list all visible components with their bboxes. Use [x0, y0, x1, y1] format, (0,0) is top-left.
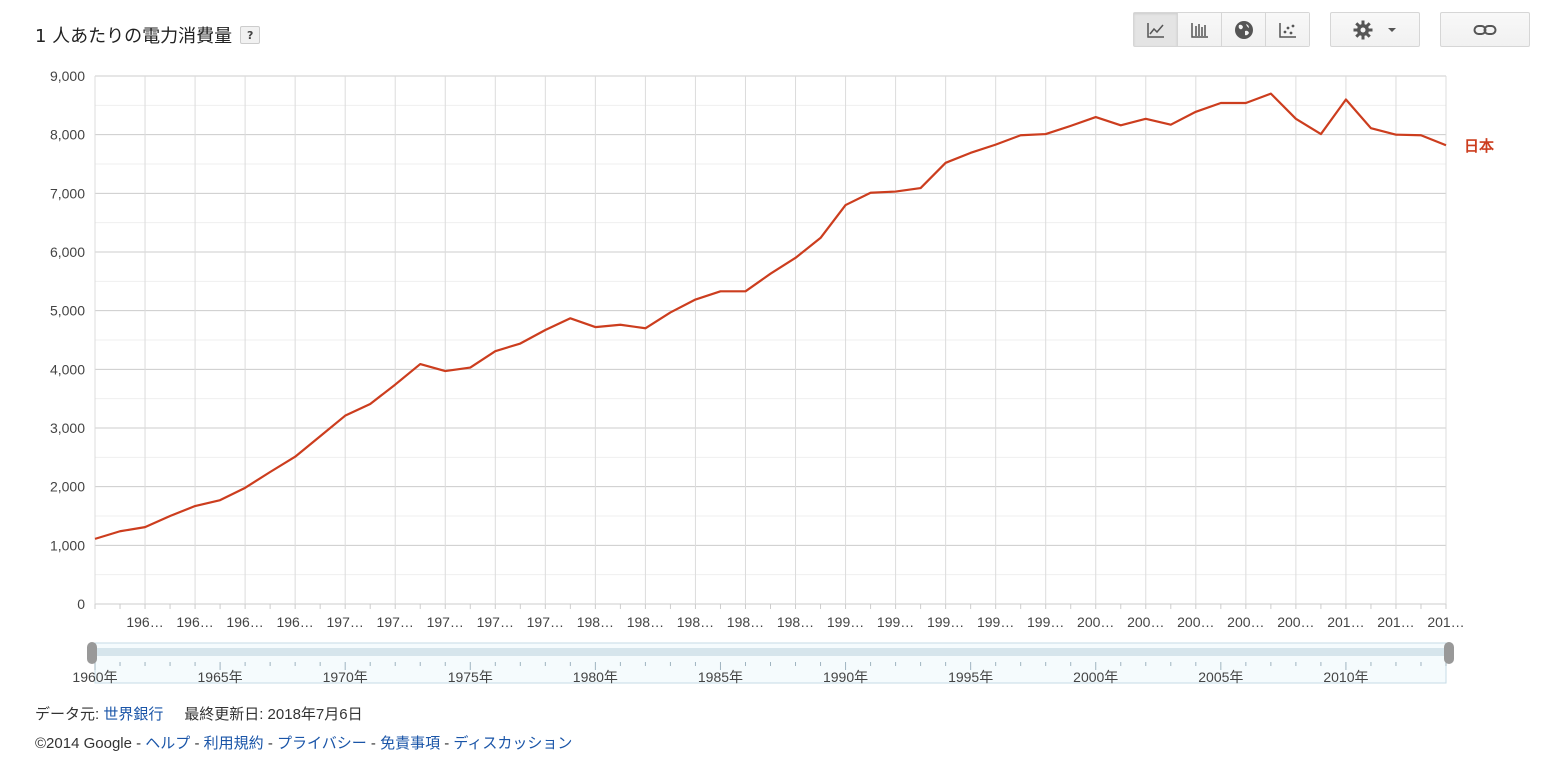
- link-icon: [1473, 24, 1497, 35]
- link-button[interactable]: [1440, 12, 1530, 47]
- y-tick-label: 1,000: [50, 537, 85, 553]
- x-tick-label: 198…: [727, 614, 764, 630]
- separator: -: [370, 735, 376, 752]
- globe-icon: [1234, 20, 1253, 39]
- y-tick-label: 4,000: [50, 361, 85, 377]
- line-chart-button[interactable]: [1134, 13, 1178, 46]
- x-tick-label: 199…: [1027, 614, 1064, 630]
- help-link[interactable]: ヘルプ: [145, 735, 191, 752]
- disclaimer-link[interactable]: 免責事項: [380, 735, 441, 752]
- x-tick-label: 200…: [1227, 614, 1264, 630]
- series-line-japan: [94, 92, 1447, 540]
- x-tick-label: 196…: [276, 614, 313, 630]
- line-chart-icon: [1146, 22, 1164, 38]
- x-tick-label: 199…: [977, 614, 1014, 630]
- footer-links: ©2014 Google - ヘルプ - 利用規約 - プライバシー - 免責事…: [35, 732, 572, 753]
- x-tick-label: 199…: [827, 614, 864, 630]
- x-tick-label: 201…: [1327, 614, 1364, 630]
- scatter-chart-button[interactable]: [1266, 13, 1309, 46]
- x-tick-label: 201…: [1427, 614, 1464, 630]
- timeline-label: 1975年: [448, 669, 493, 685]
- chart-type-toolbar: [1133, 12, 1310, 47]
- caret-down-icon: [1388, 27, 1396, 32]
- x-tick-label: 200…: [1277, 614, 1314, 630]
- bar-chart-button[interactable]: [1178, 13, 1222, 46]
- privacy-link[interactable]: プライバシー: [277, 735, 367, 752]
- y-tick-label: 0: [77, 596, 85, 612]
- timeline-label: 1970年: [323, 669, 368, 685]
- x-tick-label: 196…: [176, 614, 213, 630]
- timeline-label: 1960年: [72, 669, 117, 685]
- chart-type-group: [1133, 12, 1310, 47]
- timeline-label: 2010年: [1323, 669, 1368, 685]
- x-tick-label: 198…: [677, 614, 714, 630]
- gear-icon: [1353, 20, 1373, 39]
- x-tick-label: 197…: [477, 614, 514, 630]
- timeline-slider[interactable]: 1960年 1965年 1970年 1975年 1980年 1985年 1990年 1995年…: [72, 642, 1454, 685]
- timeline-label: 1985年: [698, 669, 743, 685]
- separator: -: [444, 735, 450, 752]
- timeline-label: 2005年: [1198, 669, 1243, 685]
- settings-button[interactable]: [1330, 12, 1420, 47]
- y-tick-label: 9,000: [50, 68, 85, 84]
- x-tick-label: 200…: [1077, 614, 1114, 630]
- help-button[interactable]: ?: [240, 26, 261, 44]
- source-link[interactable]: 世界銀行: [103, 706, 164, 723]
- grid-lines: [94, 75, 1447, 605]
- y-tick-label: 8,000: [50, 127, 85, 143]
- y-tick-label: 7,000: [50, 185, 85, 201]
- timeline-label: 1995年: [948, 669, 993, 685]
- x-tick-label: 199…: [877, 614, 914, 630]
- separator: -: [194, 735, 200, 752]
- separator: -: [267, 735, 273, 752]
- x-tick-label: 200…: [1177, 614, 1214, 630]
- x-axis: 196… 196… 196… 196… 197… 197… 197… 197… 197… 198……: [94, 604, 1465, 630]
- last-updated: 最終更新日: 2018年7月6日: [184, 706, 363, 723]
- x-tick-label: 197…: [327, 614, 364, 630]
- x-tick-label: 197…: [427, 614, 464, 630]
- timeline-label: 1980年: [573, 669, 618, 685]
- title-row: 1 人あたりの電力消費量 ?: [35, 22, 261, 48]
- timeline-right-handle[interactable]: [1444, 642, 1454, 664]
- source-prefix: データ元:: [35, 706, 100, 723]
- y-tick-label: 6,000: [50, 244, 85, 260]
- discussion-link[interactable]: ディスカッション: [453, 735, 573, 752]
- y-tick-label: 5,000: [50, 303, 85, 319]
- map-chart-button[interactable]: [1222, 13, 1266, 46]
- copyright: ©2014 Google -: [35, 735, 142, 752]
- y-tick-label: 3,000: [50, 420, 85, 436]
- x-tick-label: 198…: [777, 614, 814, 630]
- page-title: 1 人あたりの電力消費量: [35, 26, 233, 47]
- source-line: データ元: 世界銀行 最終更新日: 2018年7月6日: [35, 703, 363, 724]
- series-layer: 日本: [94, 92, 1494, 540]
- timeline-label: 1965年: [198, 669, 243, 685]
- x-tick-label: 197…: [527, 614, 564, 630]
- chart: 0 1,000 2,000 3,000 4,000 5,000 6,000 7,000 8,00…: [50, 68, 1494, 685]
- x-tick-label: 198…: [577, 614, 614, 630]
- scatter-chart-icon: [1278, 22, 1296, 38]
- terms-link[interactable]: 利用規約: [203, 735, 264, 752]
- x-tick-label: 199…: [927, 614, 964, 630]
- x-tick-label: 198…: [627, 614, 664, 630]
- x-tick-label: 197…: [377, 614, 414, 630]
- x-tick-label: 201…: [1377, 614, 1414, 630]
- x-tick-label: 200…: [1127, 614, 1164, 630]
- y-tick-label: 2,000: [50, 479, 85, 495]
- x-tick-label: 196…: [126, 614, 163, 630]
- y-axis: 0 1,000 2,000 3,000 4,000 5,000 6,000 7,000 8,00…: [50, 68, 85, 612]
- timeline-left-handle[interactable]: [87, 642, 97, 664]
- timeline-range-bar: [95, 648, 1446, 656]
- bar-chart-icon: [1190, 22, 1208, 38]
- x-tick-label: 196…: [226, 614, 263, 630]
- timeline-label: 2000年: [1073, 669, 1118, 685]
- series-label-japan: 日本: [1464, 137, 1494, 155]
- timeline-label: 1990年: [823, 669, 868, 685]
